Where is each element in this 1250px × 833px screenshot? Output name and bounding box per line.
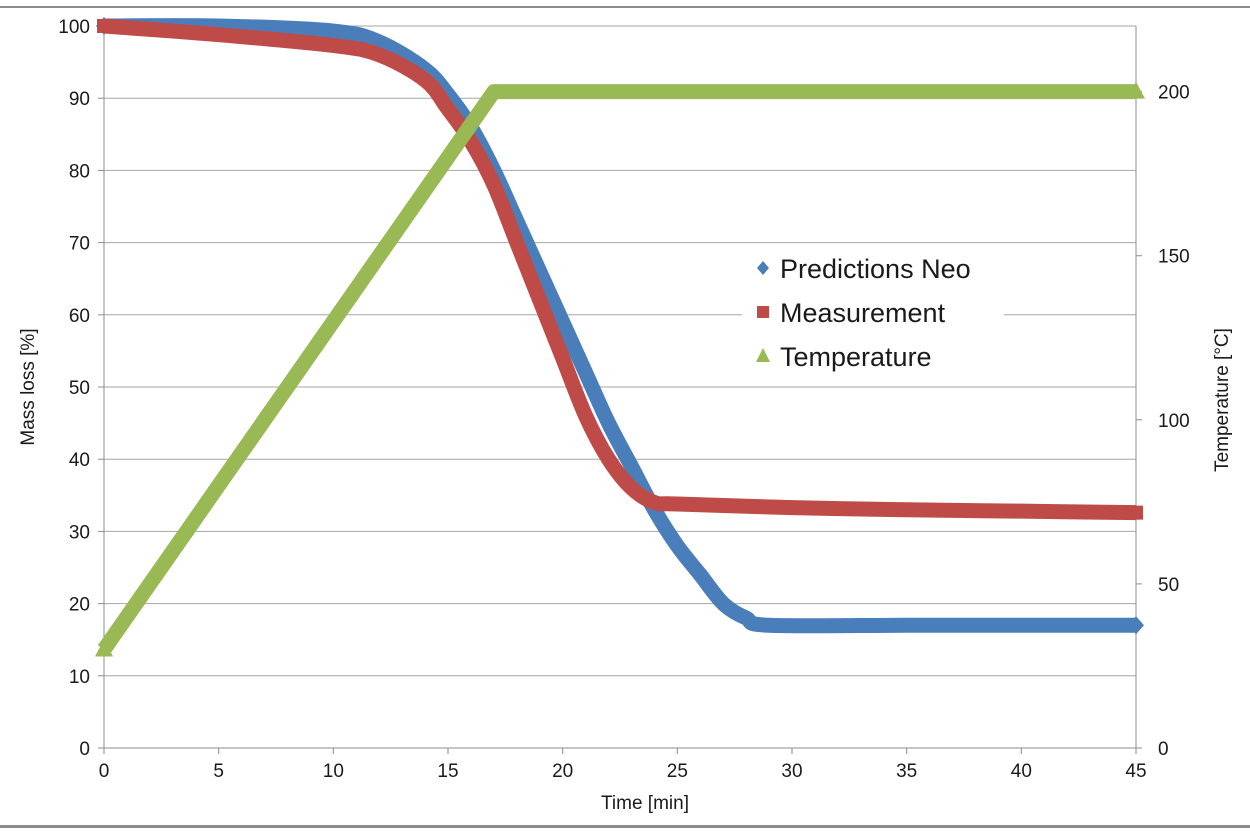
x-tick-label: 5 <box>213 761 224 782</box>
legend-marker-temperature <box>756 348 770 362</box>
x-tick-label: 40 <box>1011 761 1032 782</box>
y-tick-label: 50 <box>69 378 90 399</box>
legend-marker-predictions-neo <box>757 261 769 275</box>
y2-tick-label: 200 <box>1158 83 1190 104</box>
y-tick-label: 40 <box>69 450 90 471</box>
x-tick-label: 35 <box>896 761 917 782</box>
y2-tick-labels: 0 50 100 150 200 <box>1158 83 1190 760</box>
legend-label-temperature: Temperature <box>780 342 932 372</box>
data-point-measurement-start <box>97 19 111 33</box>
series-line-temperature <box>97 84 1136 654</box>
legend-background <box>742 244 1004 378</box>
data-point-temperature-end <box>1127 81 1145 99</box>
y-tick-label: 20 <box>69 595 90 616</box>
x-tick-label: 10 <box>323 761 344 782</box>
legend: Predictions Neo Measurement Temperature <box>742 244 1004 378</box>
y-tick-label: 10 <box>69 667 90 688</box>
y-tick-label: 60 <box>69 306 90 327</box>
frame-bottom-border <box>0 825 1250 828</box>
data-point-measurement-end <box>1129 505 1143 520</box>
x-tick-label: 20 <box>552 761 573 782</box>
y-tick-label: 70 <box>69 234 90 255</box>
y-tick-label: 0 <box>79 739 90 760</box>
y-tick-label: 100 <box>58 17 90 38</box>
x-tick-label: 30 <box>781 761 802 782</box>
y-axis-title: Mass loss [%] <box>18 328 39 445</box>
series-line-measurement <box>103 18 1137 521</box>
x-tick-label: 0 <box>99 761 110 782</box>
y2-axis-title: Temperature [°C] <box>1212 328 1233 472</box>
x-tick-label: 25 <box>667 761 688 782</box>
data-point-temperature-start <box>95 639 113 657</box>
y-tick-labels: 0 10 20 30 40 50 60 70 80 90 100 <box>58 17 90 760</box>
y-tick-label: 90 <box>69 89 90 110</box>
y-tick-label: 80 <box>69 161 90 182</box>
y-tick-label: 30 <box>69 522 90 543</box>
legend-label-predictions-neo: Predictions Neo <box>780 254 971 284</box>
x-axis-title: Time [min] <box>601 793 689 814</box>
x-tick-label: 15 <box>437 761 458 782</box>
legend-label-measurement: Measurement <box>780 298 946 328</box>
frame-top-border <box>0 6 1250 8</box>
y2-tick-label: 100 <box>1158 411 1190 432</box>
series-line-predictions-neo <box>103 18 1136 634</box>
x-tick-labels: 0 5 10 15 20 25 30 35 40 45 <box>99 761 1147 782</box>
legend-marker-measurement <box>757 306 769 318</box>
series-lines <box>95 17 1145 657</box>
data-point-predictions-neo-end <box>1128 616 1144 635</box>
y2-tick-label: 0 <box>1158 739 1169 760</box>
y2-tick-label: 150 <box>1158 247 1190 268</box>
axes <box>98 25 1142 754</box>
y2-tick-label: 50 <box>1158 575 1179 596</box>
x-tick-label: 45 <box>1125 761 1146 782</box>
